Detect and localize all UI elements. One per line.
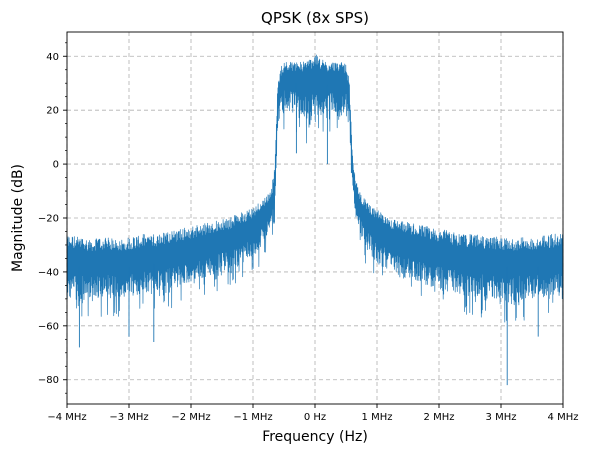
x-tick-label: 0 Hz	[304, 412, 326, 423]
x-axis: −4 MHz −3 MHz −2 MHz −1 MHz 0 Hz 1 MHz 2 MHz 3 …	[47, 404, 578, 423]
x-tick-label: −1 MHz	[233, 412, 272, 423]
chart-title: QPSK (8x SPS)	[261, 9, 369, 27]
y-axis-label: Magnitude (dB)	[10, 164, 26, 272]
x-tick-label: 2 MHz	[424, 412, 455, 423]
x-tick-label: −3 MHz	[109, 412, 148, 423]
y-tick-label: 40	[46, 52, 59, 63]
y-tick-label: −80	[38, 375, 59, 386]
x-tick-label: 4 MHz	[548, 412, 579, 423]
y-tick-label: −60	[38, 321, 59, 332]
y-tick-label: −20	[38, 214, 59, 225]
spectrum-line	[67, 54, 563, 323]
x-tick-label: 3 MHz	[486, 412, 517, 423]
x-tick-label: −4 MHz	[47, 412, 86, 423]
y-tick-label: 20	[46, 106, 59, 117]
x-tick-label: −2 MHz	[171, 412, 210, 423]
y-tick-label: −40	[38, 267, 59, 278]
y-axis: −80 −60 −40 −20 0 20 40	[38, 42, 67, 394]
x-tick-label: 1 MHz	[362, 412, 393, 423]
y-tick-label: 0	[53, 160, 59, 171]
x-axis-label: Frequency (Hz)	[262, 429, 368, 445]
plot-area	[67, 54, 563, 386]
